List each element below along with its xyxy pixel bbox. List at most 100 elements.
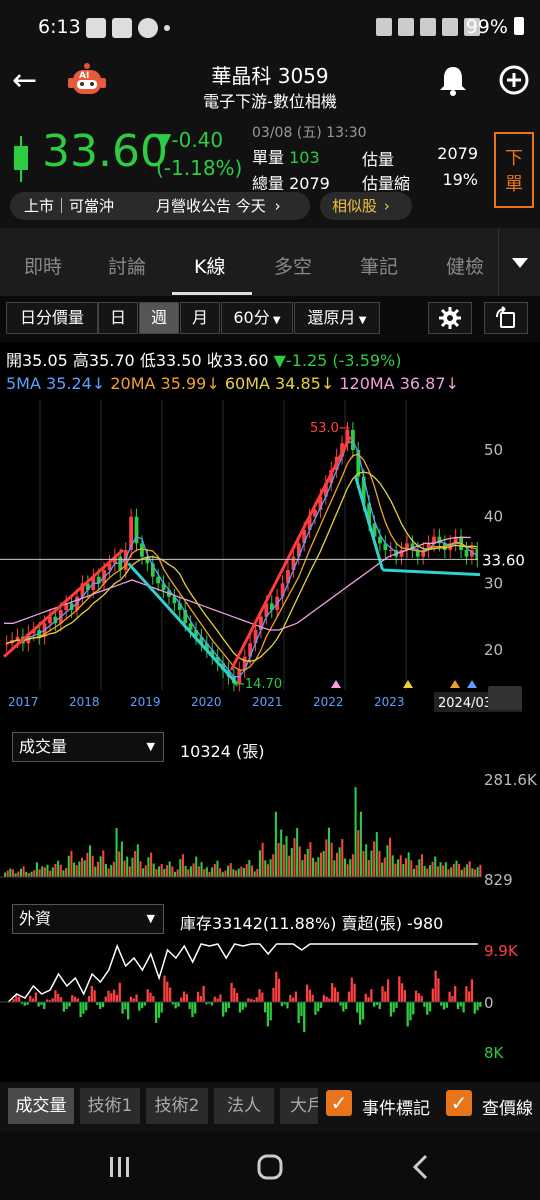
tab-health[interactable]: 健檢 <box>446 256 485 278</box>
x-tick-label: 2021 <box>252 695 283 709</box>
volume-bar <box>30 871 33 877</box>
volume-indicator-select[interactable]: 成交量 ▼ <box>12 732 164 762</box>
volume-bar <box>94 866 97 877</box>
foreign-bar <box>303 1002 306 1033</box>
tab-kline[interactable]: K線 <box>194 256 226 278</box>
candle <box>140 543 144 557</box>
candle <box>367 503 372 524</box>
foreign-bar <box>196 991 200 1002</box>
btab-volume[interactable]: 成交量 <box>8 1088 74 1124</box>
period-month[interactable]: 月 <box>180 302 220 334</box>
revenue-notice-link[interactable]: 月營收公告 今天 › <box>156 197 281 215</box>
foreign-bar <box>202 986 205 1002</box>
order-button[interactable]: 下單 <box>494 132 534 208</box>
volume-bar <box>447 869 450 877</box>
est-label: 估量 <box>362 150 395 169</box>
volume-bar <box>142 868 145 877</box>
price-line-checkbox[interactable]: ✓ <box>446 1090 472 1116</box>
foreign-bar <box>294 991 298 1002</box>
foreign-bar <box>308 989 311 1002</box>
candle <box>415 550 420 557</box>
volume-bar <box>476 867 479 877</box>
candle <box>177 603 182 610</box>
bell-icon[interactable] <box>438 64 468 102</box>
ai-robot-icon[interactable]: AI <box>66 62 108 100</box>
foreign-bar <box>138 1002 141 1011</box>
similar-stocks-button[interactable]: 相似股 › <box>320 192 412 220</box>
annotation-low: ←14.70 <box>234 677 282 692</box>
tab-realtime[interactable]: 即時 <box>24 256 63 278</box>
ma20-value: 20MA 35.99↓ <box>110 374 220 393</box>
volume-bar <box>431 861 434 877</box>
foreign-bar <box>473 1002 476 1014</box>
volume-bar <box>389 837 392 877</box>
foreign-bar <box>372 1002 376 1007</box>
event-checkbox[interactable]: ✓ <box>326 1090 352 1116</box>
foreign-bar <box>199 996 202 1002</box>
foreign-bar <box>68 1002 71 1007</box>
foreign-bar <box>423 1002 426 1007</box>
y-tick-label: 50 <box>484 441 503 459</box>
volume-bar <box>463 867 466 877</box>
volume-bar <box>224 870 227 877</box>
foreign-bar <box>252 999 256 1002</box>
candle <box>172 596 177 604</box>
volume-bar <box>99 856 102 877</box>
drawing-tools-icon <box>488 686 522 710</box>
adjust-select[interactable]: 還原月 ▼ <box>294 302 380 334</box>
add-circle-icon[interactable] <box>498 64 530 100</box>
volume-bar <box>354 787 357 877</box>
recent-apps-icon[interactable] <box>108 1156 132 1182</box>
home-icon[interactable] <box>256 1154 284 1184</box>
tab-notes[interactable]: 筆記 <box>360 256 399 278</box>
foreign-bar <box>247 998 250 1002</box>
foreign-bar <box>157 1002 161 1018</box>
volume-value: 10324 (張) <box>180 742 265 761</box>
btab-tech1[interactable]: 技術1 <box>80 1088 140 1124</box>
tab-discussion[interactable]: 討論 <box>108 256 147 278</box>
btab-institution[interactable]: 法人 <box>214 1088 274 1124</box>
foreign-chart[interactable]: 9.9K 0 8K <box>0 936 540 1070</box>
period-60min[interactable]: 60分 ▼ <box>221 302 293 334</box>
period-intraday[interactable]: 日分價量 <box>6 302 98 334</box>
candle <box>421 550 426 557</box>
period-day[interactable]: 日 <box>98 302 138 334</box>
btab-large-holder[interactable]: 大戶 <box>280 1088 318 1124</box>
candle <box>302 530 307 544</box>
volume-chart[interactable]: 281.6K 829 <box>0 765 540 890</box>
volume-bar <box>78 861 81 877</box>
foreign-bar <box>277 978 281 1002</box>
foreign-bar <box>124 1002 127 1010</box>
volume-bar <box>208 871 211 877</box>
settings-button[interactable] <box>428 302 472 334</box>
back-nav-icon[interactable] <box>410 1154 430 1184</box>
volume-bar <box>378 850 381 877</box>
kline-chart[interactable]: 2017 2018 2019 2020 2021 2022 2023 2024/03/0850… <box>0 400 540 725</box>
rotate-button[interactable] <box>484 302 528 334</box>
candle <box>388 550 393 551</box>
price-line-label: 查價線 <box>482 1099 533 1119</box>
volume-bar <box>317 857 320 877</box>
foreign-bar <box>414 990 418 1002</box>
candle <box>112 556 117 564</box>
period-week[interactable]: 週 <box>139 302 179 334</box>
foreign-bar <box>62 1002 65 1012</box>
tab-bull-bear[interactable]: 多空 <box>274 256 313 278</box>
foreign-bar <box>45 999 49 1002</box>
quote-datetime: 03/08 (五) 13:30 <box>252 125 367 141</box>
x-tick-label: 2018 <box>69 695 100 709</box>
rotate-screen-icon <box>496 306 515 328</box>
foreign-zero-label: 0 <box>484 994 494 1012</box>
back-arrow-icon[interactable]: ← <box>12 63 38 98</box>
foreign-bar <box>34 992 38 1002</box>
foreign-bar <box>87 996 91 1002</box>
foreign-indicator-select[interactable]: 外資 ▼ <box>12 904 164 934</box>
stock-industry: 電子下游-數位相機 <box>203 92 337 111</box>
foreign-bar <box>431 988 434 1002</box>
volume-bar <box>181 854 184 877</box>
volume-bar <box>290 848 293 877</box>
btab-tech2[interactable]: 技術2 <box>146 1088 208 1124</box>
foreign-bar <box>96 1002 99 1005</box>
tabs-dropdown-icon[interactable] <box>498 228 540 296</box>
wifi-icon <box>442 18 458 36</box>
